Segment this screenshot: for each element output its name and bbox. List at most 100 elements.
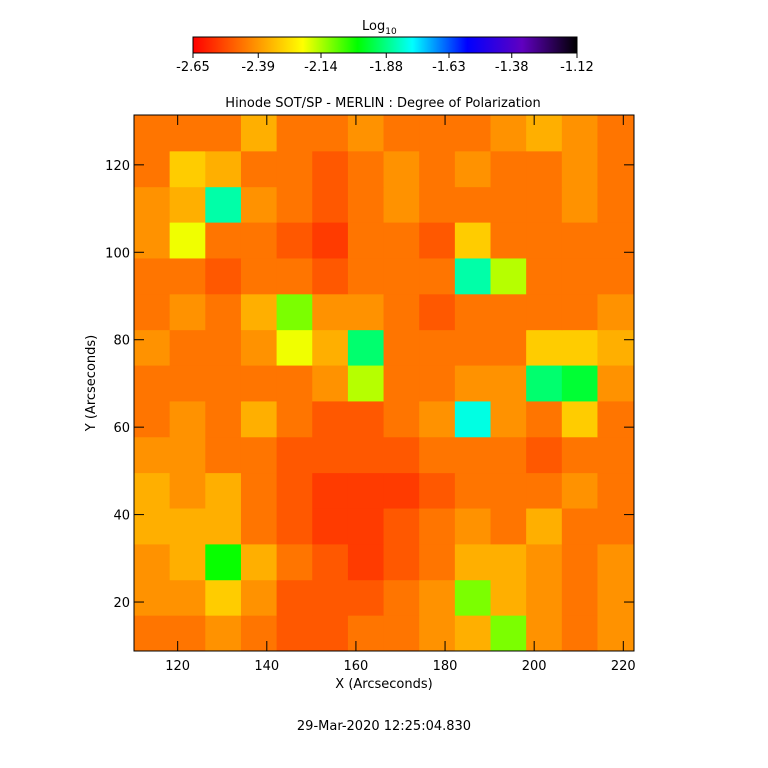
heatmap-cell	[240, 400, 278, 438]
heatmap-cell	[276, 436, 313, 474]
heatmap-cell	[312, 543, 349, 581]
heatmap-cell	[134, 150, 171, 188]
heatmap-cell	[419, 508, 456, 545]
heatmap-cell	[312, 257, 349, 295]
heatmap-cell	[383, 472, 420, 509]
colorbar-label-sub: 10	[385, 27, 397, 37]
heatmap-cell	[169, 186, 206, 223]
heatmap-cell	[597, 257, 635, 295]
heatmap-cell	[454, 615, 492, 652]
heatmap-cell	[597, 365, 635, 402]
y-tick-label: 20	[113, 596, 130, 611]
heatmap-cell	[454, 293, 492, 331]
heatmap-cell	[276, 115, 313, 152]
heatmap-cell	[526, 293, 563, 331]
heatmap-cell	[240, 293, 278, 331]
heatmap-cell	[169, 257, 206, 295]
heatmap-cell	[169, 508, 206, 545]
heatmap-cell	[134, 365, 171, 402]
heatmap-cell	[240, 115, 278, 152]
heatmap-cell	[312, 400, 349, 438]
heatmap-cell	[240, 222, 278, 259]
heatmap-cell	[597, 615, 635, 652]
heatmap-cell	[134, 222, 171, 259]
heatmap-cell	[205, 222, 242, 259]
heatmap-cell	[240, 329, 278, 366]
heatmap-cell	[312, 150, 349, 188]
x-tick-label: 200	[522, 659, 547, 674]
heatmap-cell	[240, 186, 278, 223]
heatmap-cell	[597, 508, 635, 545]
heatmap-cell	[347, 615, 385, 652]
heatmap-cell	[454, 472, 492, 509]
colorbar-tick-label: -1.12	[560, 60, 594, 75]
heatmap-cell	[597, 293, 635, 331]
heatmap-cell	[561, 293, 598, 331]
heatmap-cell	[134, 329, 171, 366]
heatmap-cell	[526, 436, 563, 474]
heatmap-cell	[383, 508, 420, 545]
heatmap-cell	[276, 400, 313, 438]
heatmap-cell	[240, 615, 278, 652]
heatmap-cell	[526, 615, 563, 652]
heatmap-cell	[276, 329, 313, 366]
heatmap-cell	[169, 400, 206, 438]
heatmap-cell	[526, 329, 563, 366]
heatmap-cell	[347, 186, 385, 223]
heatmap-cell	[454, 436, 492, 474]
heatmap-cell	[490, 400, 527, 438]
heatmap-cell	[526, 150, 563, 188]
heatmap-cell	[383, 400, 420, 438]
heatmap-cell	[347, 436, 385, 474]
heatmap-cell	[526, 400, 563, 438]
heatmap-cell	[240, 543, 278, 581]
heatmap-cell	[347, 115, 385, 152]
heatmap-cell	[134, 579, 171, 616]
heatmap-cell	[240, 472, 278, 509]
heatmap-cell	[312, 365, 349, 402]
heatmap-cell	[312, 186, 349, 223]
heatmap-cell	[134, 115, 171, 152]
heatmap-cell	[490, 186, 527, 223]
heatmap-cell	[276, 293, 313, 331]
x-tick-label: 220	[611, 659, 636, 674]
heatmap-cell	[490, 222, 527, 259]
heatmap-cell	[312, 222, 349, 259]
colorbar-tick-label: -1.88	[369, 60, 403, 75]
heatmap-cell	[561, 579, 598, 616]
heatmap-cell	[240, 257, 278, 295]
heatmap-cell	[419, 472, 456, 509]
heatmap-cell	[490, 257, 527, 295]
heatmap-cell	[169, 579, 206, 616]
heatmap-cell	[419, 543, 456, 581]
heatmap-cell	[205, 257, 242, 295]
colorbar-label: Log10	[362, 19, 397, 37]
heatmap-cell	[454, 365, 492, 402]
heatmap-cell	[240, 436, 278, 474]
heatmap-cell	[561, 436, 598, 474]
heatmap-cell	[526, 579, 563, 616]
heatmap-cell	[597, 400, 635, 438]
heatmap-cell	[347, 222, 385, 259]
heatmap-cell	[347, 150, 385, 188]
heatmap-cell	[276, 186, 313, 223]
heatmap-cell	[490, 508, 527, 545]
heatmap-cell	[454, 186, 492, 223]
plot-frame	[133, 114, 635, 652]
heatmap-cell	[490, 615, 527, 652]
heatmap-cell	[240, 508, 278, 545]
heatmap-cell	[205, 186, 242, 223]
heatmap-cell	[454, 115, 492, 152]
heatmap-cell	[454, 329, 492, 366]
heatmap-cell	[276, 365, 313, 402]
colorbar-label-main: Log	[362, 19, 385, 34]
heatmap-cell	[597, 543, 635, 581]
footer: 29-Mar-2020 12:25:04.830	[297, 719, 471, 734]
heatmap-cell	[205, 400, 242, 438]
heatmap-cell	[312, 115, 349, 152]
x-axis-label: X (Arcseconds)	[335, 677, 432, 692]
heatmap-cell	[454, 579, 492, 616]
y-tick-label: 60	[113, 421, 130, 436]
heatmap-cell	[134, 436, 171, 474]
